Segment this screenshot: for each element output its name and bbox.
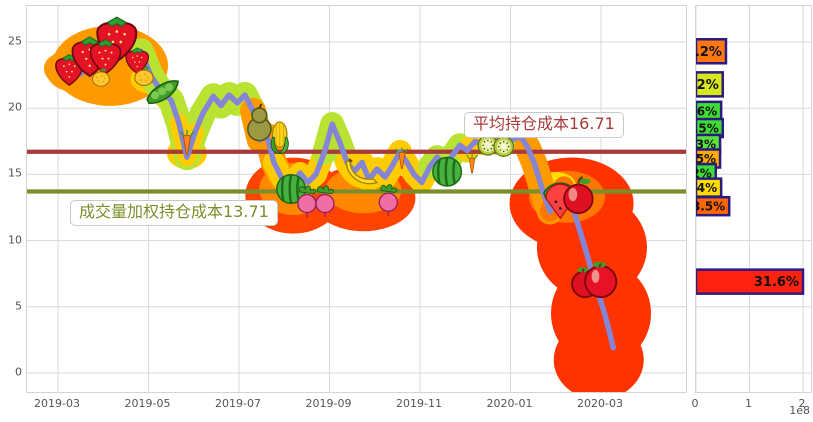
holding-bar (696, 268, 805, 295)
cost-halo-blob (553, 319, 644, 392)
dist-x-tick-label: 2 (798, 397, 806, 410)
x-tick-label: 2019-03 (34, 397, 80, 410)
holding-bar-label: 6% (697, 104, 717, 118)
y-tick-label: 10 (8, 233, 22, 247)
price-line (55, 39, 616, 351)
distribution-canvas: 8.2% 7.2% 6% 6.5%5.3%5%3.2%4% 8.5% 31.6% (696, 6, 811, 392)
x-tick-label: 2019-05 (124, 397, 171, 410)
holding-distribution-chart: 8.2% 7.2% 6% 6.5%5.3%5%3.2%4% 8.5% 31.6% (695, 5, 812, 393)
vwap-cost-annotation: 成交量加权持仓成本13.71 (70, 200, 278, 226)
price-chart-canvas (27, 6, 686, 392)
holding-bar-label: 6.5% (696, 122, 719, 136)
y-tick-label: 20 (8, 100, 22, 114)
holding-bar-label: 3.2% (696, 167, 712, 181)
x-tick-label: 2019-11 (396, 397, 442, 410)
y-tick-label: 15 (8, 166, 22, 180)
x-tick-label: 2019-09 (305, 397, 352, 410)
x-tick-label: 2020-03 (577, 397, 623, 410)
watermelon-icon (431, 156, 463, 188)
holding-bar-label: 7.2% (696, 78, 719, 93)
holding-bar-label: 31.6% (754, 275, 799, 290)
x-scale-note: 1e8 (789, 404, 810, 417)
y-tick-label: 5 (15, 299, 22, 313)
x-tick-label: 2020-01 (486, 397, 533, 410)
holding-bar (696, 71, 724, 98)
dist-x-tick-label: 1 (745, 397, 752, 410)
y-tick-label: 0 (15, 365, 22, 379)
main-price-chart (26, 5, 687, 393)
holding-bar-label: 5% (696, 152, 716, 166)
carrot-icon (465, 153, 479, 174)
kiwi-icon (493, 136, 515, 157)
holding-bar-label: 5.3% (696, 137, 716, 151)
holding-bar-label: 8.5% (696, 200, 725, 214)
x-tick-label: 2019-07 (215, 397, 261, 410)
holding-bar-label: 8.2% (696, 45, 722, 60)
holding-bar (696, 195, 731, 217)
avg-cost-annotation: 平均持仓成本16.71 (464, 112, 624, 138)
holding-bar-label: 4% (697, 181, 717, 195)
dist-x-tick-label: 0 (691, 397, 699, 410)
y-tick-label: 25 (8, 34, 22, 48)
holding-bar (696, 38, 728, 65)
